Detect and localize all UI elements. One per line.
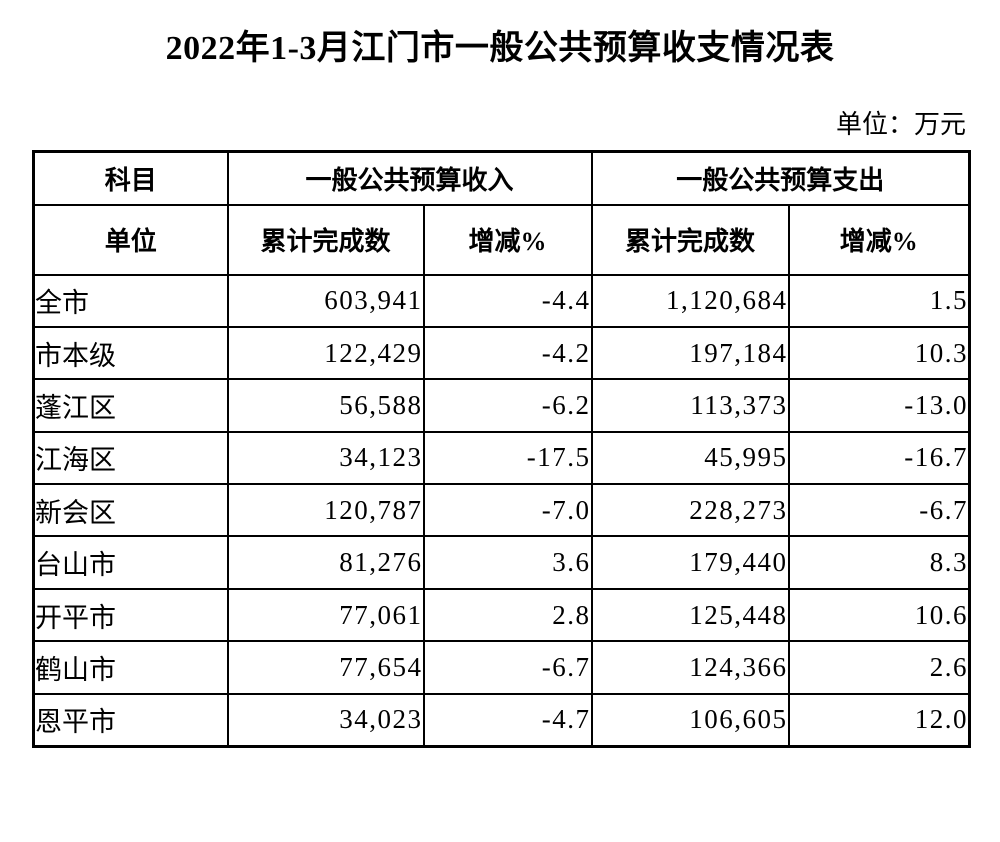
region-name: 开平市 xyxy=(32,587,229,643)
expense-change: 12.0 xyxy=(787,692,971,748)
expense-total: 125,448 xyxy=(590,587,790,643)
income-total: 34,023 xyxy=(226,692,425,748)
region-name: 蓬江区 xyxy=(32,378,229,433)
header-expense-change: 增减% xyxy=(787,203,971,276)
expense-change: 8.3 xyxy=(787,535,971,590)
income-total: 56,588 xyxy=(226,378,425,433)
income-change: -4.7 xyxy=(422,692,593,748)
header-unit: 单位 xyxy=(32,203,229,276)
income-total: 77,654 xyxy=(226,640,425,695)
page-title: 2022年1-3月江门市一般公共预算收支情况表 xyxy=(165,30,835,67)
table-row: 台山市 81,276 3.6 179,440 8.3 xyxy=(32,535,971,590)
table-row: 新会区 120,787 -7.0 228,273 -6.7 xyxy=(32,483,971,538)
income-total: 120,787 xyxy=(226,483,425,538)
income-change: 3.6 xyxy=(422,535,593,590)
income-change: 2.8 xyxy=(422,587,593,643)
header-income-group: 一般公共预算收入 xyxy=(226,150,593,206)
expense-total: 106,605 xyxy=(590,692,790,748)
budget-table: 科目 一般公共预算收入 一般公共预算支出 单位 累计完成数 增减% 累计完成数 … xyxy=(32,150,972,748)
table-row: 鹤山市 77,654 -6.7 124,366 2.6 xyxy=(32,640,971,695)
income-total: 603,941 xyxy=(226,273,425,328)
unit-note: 单位：万元 xyxy=(835,110,966,139)
expense-total: 113,373 xyxy=(590,378,790,433)
expense-total: 179,440 xyxy=(590,535,790,590)
table-row: 江海区 34,123 -17.5 45,995 -16.7 xyxy=(32,430,971,486)
expense-total: 228,273 xyxy=(590,483,790,538)
expense-total: 45,995 xyxy=(590,430,790,486)
header-income-change: 增减% xyxy=(422,203,593,276)
region-name: 恩平市 xyxy=(32,692,229,748)
table-row: 市本级 122,429 -4.2 197,184 10.3 xyxy=(32,325,971,381)
table-row: 蓬江区 56,588 -6.2 113,373 -13.0 xyxy=(32,378,971,433)
income-change: -6.7 xyxy=(422,640,593,695)
expense-change: -6.7 xyxy=(787,483,971,538)
expense-change: 10.6 xyxy=(787,587,971,643)
income-change: -6.2 xyxy=(422,378,593,433)
income-total: 81,276 xyxy=(226,535,425,590)
table-header-group-row: 科目 一般公共预算收入 一般公共预算支出 xyxy=(32,150,971,206)
expense-change: 10.3 xyxy=(787,325,971,381)
header-expense-cumulative: 累计完成数 xyxy=(590,203,790,276)
income-change: -4.4 xyxy=(422,273,593,328)
table-row: 全市 603,941 -4.4 1,120,684 1.5 xyxy=(32,273,971,328)
expense-change: -13.0 xyxy=(787,378,971,433)
table-row: 恩平市 34,023 -4.7 106,605 12.0 xyxy=(32,692,971,748)
expense-total: 1,120,684 xyxy=(590,273,790,328)
header-expense-group: 一般公共预算支出 xyxy=(590,150,971,206)
region-name: 新会区 xyxy=(32,483,229,538)
region-name: 鹤山市 xyxy=(32,640,229,695)
income-total: 122,429 xyxy=(226,325,425,381)
table-header-sub-row: 单位 累计完成数 增减% 累计完成数 增减% xyxy=(32,203,971,276)
expense-change: 2.6 xyxy=(787,640,971,695)
header-subject: 科目 xyxy=(32,150,229,206)
region-name: 台山市 xyxy=(32,535,229,590)
region-name: 江海区 xyxy=(32,430,229,486)
income-change: -4.2 xyxy=(422,325,593,381)
expense-total: 197,184 xyxy=(590,325,790,381)
expense-change: -16.7 xyxy=(787,430,971,486)
table-row: 开平市 77,061 2.8 125,448 10.6 xyxy=(32,587,971,643)
expense-total: 124,366 xyxy=(590,640,790,695)
income-total: 34,123 xyxy=(226,430,425,486)
income-change: -17.5 xyxy=(422,430,593,486)
income-change: -7.0 xyxy=(422,483,593,538)
region-name: 全市 xyxy=(32,273,229,328)
income-total: 77,061 xyxy=(226,587,425,643)
header-income-cumulative: 累计完成数 xyxy=(226,203,425,276)
expense-change: 1.5 xyxy=(787,273,971,328)
region-name: 市本级 xyxy=(32,325,229,381)
